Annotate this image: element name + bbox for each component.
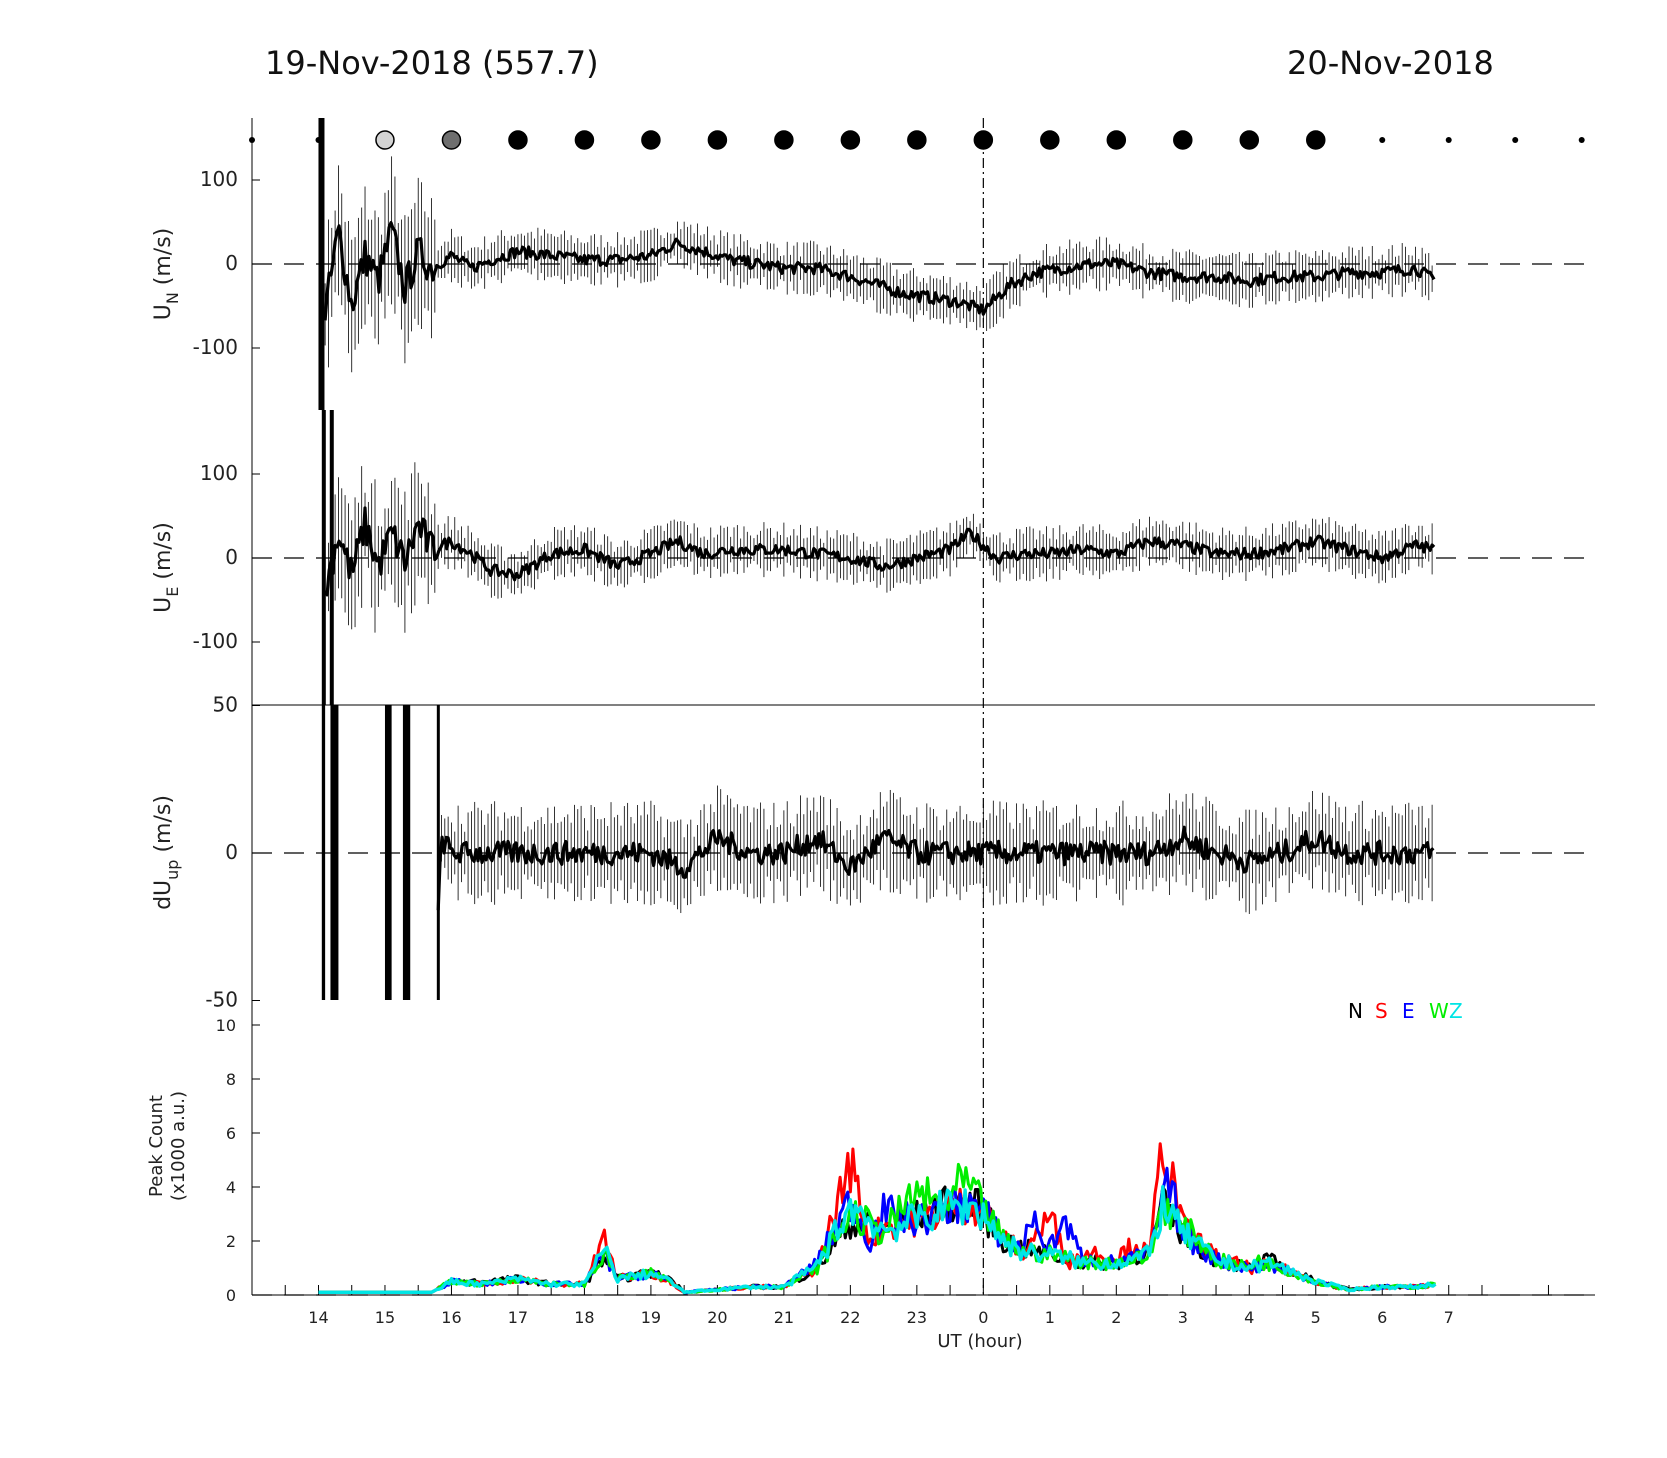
status-marker [973,130,994,150]
x-tick-label: 18 [574,1308,594,1327]
x-tick-label: 6 [1377,1308,1387,1327]
wind-series-line [436,825,1435,911]
y-tick-label: 100 [200,167,238,191]
x-tick-label: 1 [1045,1308,1055,1327]
wind-series-line [323,506,1436,597]
y-tick-label: 0 [225,840,238,864]
status-marker-small [1379,137,1386,143]
error-bars [437,785,1433,961]
y-tick-label: 100 [200,461,238,485]
legend-S: S [1375,999,1388,1023]
status-marker [707,130,728,150]
x-tick-label: 0 [978,1308,988,1327]
saturated-bar [402,705,411,1000]
wind-series-line [323,221,1436,321]
x-tick-label: 19 [641,1308,661,1327]
y-axis-label: UE (m/s) [151,522,182,613]
x-tick-label: 7 [1444,1308,1454,1327]
y-tick-label: 4 [226,1178,236,1197]
saturated-bar [321,705,326,1000]
status-marker [840,130,861,150]
status-marker [1306,130,1326,150]
status-marker [641,130,661,150]
y-tick-label: 6 [226,1124,236,1143]
y-tick-label: 0 [226,1286,236,1305]
x-tick-label: 16 [441,1308,461,1327]
status-marker [1106,130,1127,150]
y-axis-label: UN (m/s) [151,228,182,321]
legend-N: N [1348,999,1363,1023]
y-tick-label: 0 [225,251,238,275]
peak-series-Z [318,1185,1437,1295]
legend-Z: Z [1449,999,1463,1023]
y-tick-label: -100 [193,629,238,653]
status-marker [774,130,794,150]
error-bars [324,462,1433,652]
y-tick-label: -100 [193,335,238,359]
x-tick-label: 22 [840,1308,860,1327]
x-tick-label: 4 [1244,1308,1254,1327]
status-marker [508,130,528,150]
y-tick-label: 10 [216,1016,236,1035]
date-title-left: 19-Nov-2018 (557.7) [265,44,599,82]
x-tick-label: 15 [375,1308,395,1327]
y-axis-label: dUup (m/s) [151,795,182,910]
x-tick-label: 23 [907,1308,927,1327]
status-marker [574,130,595,150]
status-marker [907,130,927,150]
status-marker-small [1578,137,1585,143]
x-tick-label: 14 [308,1308,328,1327]
saturated-bar [436,705,440,1000]
date-title-right: 20-Nov-2018 [1287,44,1494,82]
x-tick-label: 20 [707,1308,727,1327]
y-tick-label: -50 [205,988,238,1012]
status-marker [1239,130,1260,150]
x-axis-label: UT (hour) [937,1331,1022,1352]
status-marker-small [1445,137,1452,143]
x-tick-label: 2 [1111,1308,1121,1327]
y-tick-label: 50 [213,693,238,717]
status-marker [1173,130,1193,150]
legend-W: W [1429,999,1449,1023]
status-marker-small [315,137,322,143]
y-tick-label: 2 [226,1232,236,1251]
x-tick-label: 5 [1311,1308,1321,1327]
legend-E: E [1402,999,1415,1023]
y-tick-label: 8 [226,1070,236,1089]
x-tick-label: 3 [1178,1308,1188,1327]
status-marker-small [1512,137,1519,143]
y-axis-label: Peak Count [146,1095,167,1197]
y-tick-label: 0 [225,545,238,569]
status-marker [375,130,395,150]
saturated-bar [384,705,392,1000]
saturated-bar [330,705,339,1000]
x-tick-label: 21 [774,1308,794,1327]
y-axis-label-units: (x1000 a.u.) [168,1091,189,1201]
status-marker-small [249,137,255,143]
x-tick-label: 17 [508,1308,528,1327]
status-marker [1040,130,1060,150]
status-marker [441,130,462,150]
